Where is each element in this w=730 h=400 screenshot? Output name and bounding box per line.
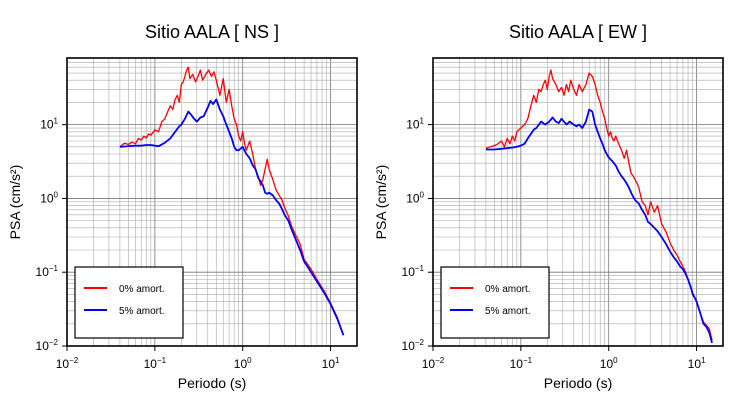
y-tick-label: 10−1: [36, 264, 59, 279]
y-axis-label: PSA (cm/s²): [373, 165, 389, 240]
legend-box: [74, 266, 184, 339]
legend-label: 5% amort.: [119, 306, 165, 317]
legend-label: 0% amort.: [485, 284, 531, 295]
series-line-amort-5: [485, 108, 713, 344]
y-tick-label: 10−1: [402, 264, 425, 279]
y-tick-label: 101: [406, 117, 424, 132]
y-axis-label: PSA (cm/s²): [7, 165, 23, 240]
y-tick-label: 100: [406, 190, 424, 205]
series-line-amort-0: [485, 69, 713, 341]
x-tick-label: 101: [688, 356, 706, 371]
legend: 0% amort. 5% amort.: [74, 266, 184, 339]
y-tick-label: 10−2: [36, 338, 59, 353]
y-tick-label: 100: [40, 190, 58, 205]
x-tick-label: 100: [600, 356, 618, 371]
chart-panel-ns: 10−2 10−2 10−1 10−1 100 100 101 101 Sitio AALA […: [7, 22, 358, 391]
plot-frame: [432, 57, 724, 347]
x-tick-label: 100: [234, 356, 252, 371]
x-tick-label: 10−1: [144, 356, 167, 371]
legend-box: [440, 266, 550, 339]
legend-label: 5% amort.: [485, 306, 531, 317]
x-tick-label: 10−1: [510, 356, 533, 371]
x-tick-label: 10−2: [422, 356, 445, 371]
y-tick-label: 10−2: [402, 338, 425, 353]
chart-panel-ew: 10−2 10−2 10−1 10−1 100 100 101 101 Sitio AALA […: [373, 22, 724, 391]
chart-title: Sitio AALA [ EW ]: [509, 22, 647, 42]
y-tick-label: 101: [40, 117, 58, 132]
plot-frame: [66, 57, 358, 347]
legend: 0% amort. 5% amort.: [440, 266, 550, 339]
grid: [66, 57, 358, 347]
x-axis-label: Periodo (s): [544, 375, 612, 391]
x-tick-label: 101: [322, 356, 340, 371]
series-line-amort-0: [119, 66, 345, 336]
chart-title: Sitio AALA [ NS ]: [145, 22, 279, 42]
x-axis-label: Periodo (s): [178, 375, 246, 391]
legend-label: 0% amort.: [119, 284, 165, 295]
x-tick-label: 10−2: [56, 356, 79, 371]
series-line-amort-5: [119, 98, 345, 336]
